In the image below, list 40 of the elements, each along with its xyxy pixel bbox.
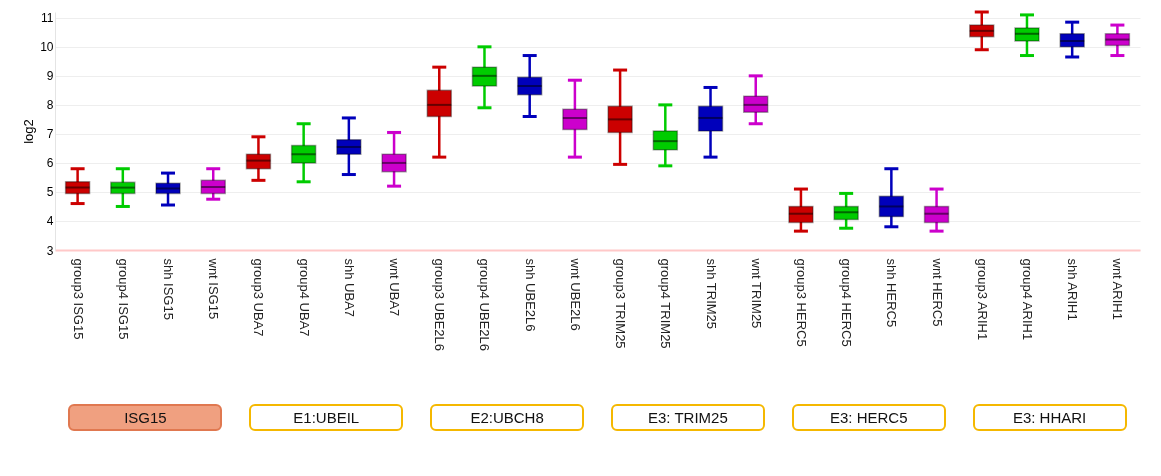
y-tick-label: 5 [46,185,54,200]
x-tick-label: group4 TRIM25 [658,258,674,349]
x-tick-label: wnt UBE2L6 [567,257,583,331]
y-axis-title: log2 [21,119,37,144]
x-tick-label: wnt ISG15 [206,257,222,320]
x-tick-label: wnt UBA7 [387,257,403,317]
y-tick-label: 3 [46,243,54,258]
x-tick-label: shh ISG15 [161,258,177,320]
text: E3: HHARI [972,404,1127,431]
x-tick-label: wnt ARIH1 [1110,257,1126,320]
text: E3: HERC5 [791,404,946,431]
x-tick-label: group3 HERC5 [793,258,809,347]
y-tick-label: 4 [46,214,54,229]
y-tick-label: 11 [41,11,54,26]
text: E2:UBCH8 [430,404,585,431]
x-tick-label: group4 ISG15 [115,258,131,340]
x-tick-label: group3 ARIH1 [974,258,990,341]
x-tick-label: group3 UBE2L6 [432,258,448,352]
text: E3: TRIM25 [610,404,765,431]
text: E1:UBEIL [249,404,404,431]
x-tick-label: group4 UBA7 [296,258,312,337]
y-tick-label: 9 [46,69,54,84]
y-tick-label: 8 [46,98,54,113]
text: ISG15 [68,404,223,431]
x-tick-label: shh TRIM25 [703,258,719,330]
x-tick-label: group4 ARIH1 [1019,258,1035,341]
y-tick-label: 6 [46,156,54,171]
x-tick-label: group4 HERC5 [839,258,855,347]
x-tick-label: shh ARIH1 [1065,258,1081,321]
x-tick-label: wnt TRIM25 [748,257,764,329]
x-tick-label: group3 ISG15 [70,258,86,340]
y-tick-label: 7 [46,127,54,142]
x-tick-label: shh HERC5 [884,258,900,328]
x-tick-label: group3 UBA7 [251,258,267,337]
y-tick-label: 10 [40,40,54,55]
x-tick-label: wnt HERC5 [929,257,945,327]
x-tick-label: shh UBE2L6 [522,258,538,332]
x-tick-label: group4 UBE2L6 [477,258,493,352]
x-tick-label: group3 TRIM25 [613,258,629,349]
x-tick-label: shh UBA7 [341,258,357,318]
